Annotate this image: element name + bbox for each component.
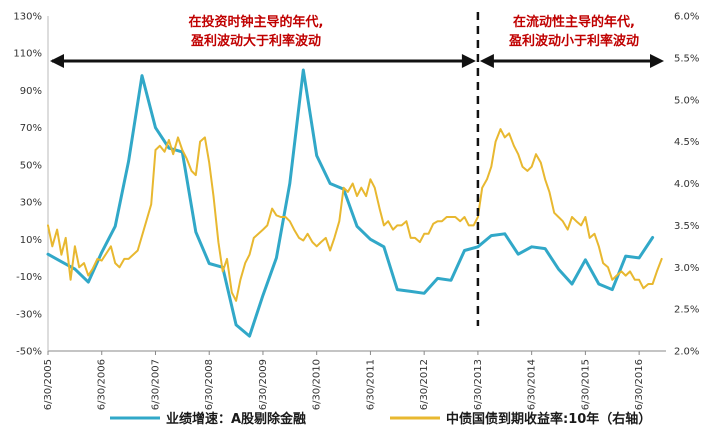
- x-axis-tick-label: 6/30/2006: [97, 359, 108, 410]
- right-axis-tick-label: 5.0%: [674, 95, 699, 106]
- left-axis-tick-label: 130%: [13, 12, 42, 23]
- x-axis-tick-label: 6/30/2007: [150, 359, 161, 410]
- left-axis-tick-label: -50%: [16, 347, 42, 358]
- annotation-investment-clock: 盈利波动大于利率波动: [190, 33, 321, 49]
- x-axis-tick-label: 6/30/2016: [634, 359, 645, 410]
- right-axis-tick-label: 5.5%: [674, 53, 699, 64]
- left-axis-tick-label: -10%: [16, 272, 42, 283]
- x-axis-tick-label: 6/30/2013: [473, 359, 484, 410]
- legend-label: 中债国债到期收益率:10年（右轴）: [446, 411, 651, 427]
- left-axis-tick-label: -30%: [16, 309, 42, 320]
- left-regime-arrow-head-left: [50, 54, 64, 68]
- x-axis-tick-label: 6/30/2010: [312, 359, 323, 410]
- x-axis-tick-label: 6/30/2014: [527, 359, 538, 410]
- x-axis-tick-label: 6/30/2005: [43, 359, 54, 410]
- x-axis-tick-label: 6/30/2009: [258, 359, 269, 410]
- right-axis-tick-label: 3.5%: [674, 221, 699, 232]
- left-axis-tick-label: 110%: [13, 49, 42, 60]
- annotation-investment-clock: 在投资时钟主导的年代,: [189, 14, 324, 30]
- legend-label: 业绩增速：A股剔除金融: [166, 411, 306, 427]
- left-axis-tick-label: 70%: [20, 123, 42, 134]
- x-axis-tick-label: 6/30/2015: [580, 359, 591, 410]
- right-axis-tick-label: 4.5%: [674, 137, 699, 148]
- right-axis-tick-label: 3.0%: [674, 263, 699, 274]
- right-axis-tick-label: 6.0%: [674, 12, 699, 23]
- right-regime-arrow-head-left: [479, 54, 494, 68]
- right-regime-arrow-head-right: [650, 54, 664, 68]
- left-axis-tick-label: 50%: [20, 160, 42, 171]
- right-axis-tick-label: 4.0%: [674, 179, 699, 190]
- earnings-growth-line: [46, 68, 655, 338]
- left-axis-tick-label: 30%: [20, 198, 42, 209]
- annotation-liquidity: 在流动性主导的年代,: [513, 14, 635, 30]
- left-axis-tick-label: 90%: [20, 86, 42, 97]
- bond-yield-line: [47, 128, 663, 302]
- left-axis-tick-label: 10%: [20, 235, 42, 246]
- x-axis-tick-label: 6/30/2011: [365, 359, 376, 410]
- right-axis-tick-label: 2.5%: [674, 305, 699, 316]
- x-axis-tick-label: 6/30/2012: [419, 359, 430, 410]
- x-axis-tick-label: 6/30/2008: [204, 359, 215, 410]
- right-axis-tick-label: 2.0%: [674, 347, 699, 358]
- left-regime-arrow-head-right: [461, 54, 476, 68]
- annotation-liquidity: 盈利波动小于利率波动: [508, 33, 639, 49]
